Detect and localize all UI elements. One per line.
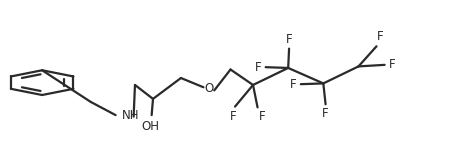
Text: F: F [285,33,292,46]
Text: OH: OH [142,120,159,133]
Text: F: F [322,107,328,120]
Text: NH: NH [122,109,139,122]
Text: O: O [204,82,213,95]
Text: F: F [254,61,261,74]
Text: F: F [376,30,382,43]
Text: F: F [229,110,235,123]
Text: F: F [289,78,296,91]
Text: F: F [388,58,395,71]
Text: F: F [258,110,265,123]
